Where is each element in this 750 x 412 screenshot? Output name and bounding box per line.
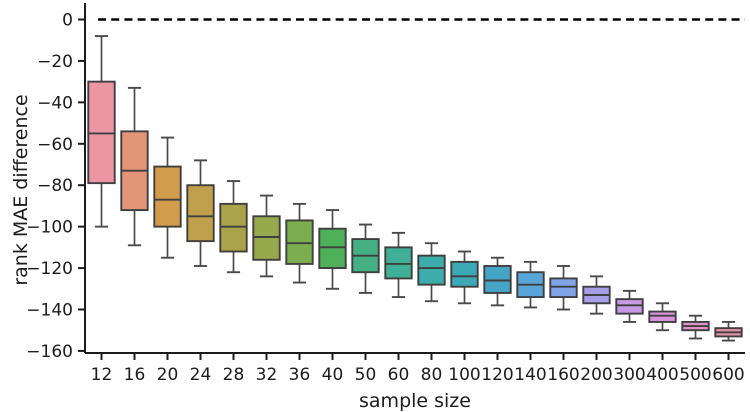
box-20 <box>153 165 182 228</box>
box-32 <box>252 215 281 261</box>
x-tick-label: 300 <box>613 365 645 385</box>
x-tick-label: 28 <box>223 365 245 385</box>
y-axis-label: rank MAE difference <box>10 94 32 286</box>
box-12 <box>87 80 116 185</box>
box-300 <box>615 298 644 315</box>
box-36 <box>285 219 314 265</box>
x-tick-label: 120 <box>481 365 513 385</box>
box-80 <box>417 254 446 286</box>
y-tick-label: −60 <box>37 135 73 155</box>
x-axis-label: sample size <box>359 390 471 412</box>
box-160 <box>549 277 578 299</box>
box-24 <box>186 184 215 243</box>
x-tick-label: 24 <box>190 365 212 385</box>
y-tick-label: −80 <box>37 176 73 196</box>
x-tick-label: 16 <box>124 365 146 385</box>
x-tick-label: 60 <box>388 365 410 385</box>
x-tick-label: 140 <box>514 365 546 385</box>
y-tick-label: −40 <box>37 93 73 113</box>
x-tick-label: 20 <box>157 365 179 385</box>
y-tick-label: −100 <box>26 218 73 238</box>
x-tick-label: 100 <box>448 365 480 385</box>
y-tick-label: 0 <box>62 11 73 31</box>
y-tick-label: −20 <box>37 52 73 72</box>
x-tick-label: 160 <box>547 365 579 385</box>
x-tick-label: 36 <box>289 365 311 385</box>
x-tick-label: 12 <box>91 365 113 385</box>
y-tick-label: −140 <box>26 301 73 321</box>
box-120 <box>483 265 512 294</box>
y-tick-label: −120 <box>26 259 73 279</box>
box-60 <box>384 246 413 280</box>
box-40 <box>318 227 347 270</box>
x-tick-label: 500 <box>679 365 711 385</box>
x-tick-label: 200 <box>580 365 612 385</box>
x-tick-label: 80 <box>421 365 443 385</box>
x-tick-label: 600 <box>712 365 744 385</box>
box-28 <box>219 202 248 253</box>
x-tick-label: 400 <box>646 365 678 385</box>
y-tick-label: −160 <box>26 342 73 362</box>
x-tick-label: 32 <box>256 365 278 385</box>
x-tick-label: 40 <box>322 365 344 385</box>
x-tick-label: 50 <box>355 365 377 385</box>
box-400 <box>648 310 677 323</box>
box-100 <box>450 260 479 288</box>
